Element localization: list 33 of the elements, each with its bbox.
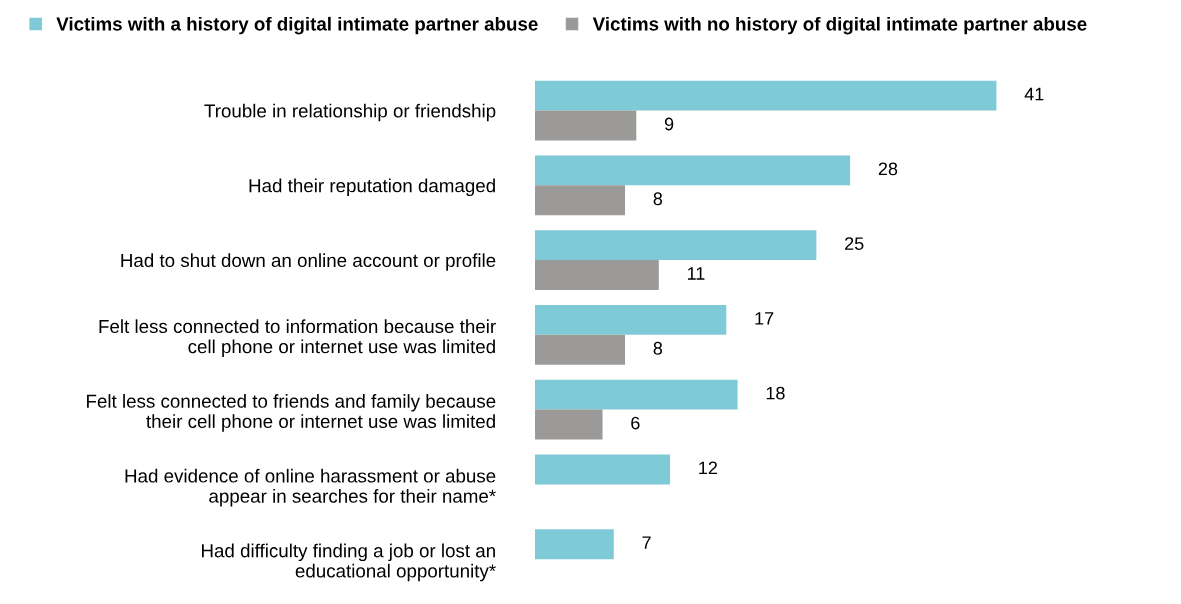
data-label: 41 — [1024, 87, 1044, 101]
bar — [535, 230, 817, 261]
bar — [535, 110, 637, 141]
y-tick-label: Trouble in relationship or friendship — [204, 103, 496, 122]
data-label: 25 — [845, 237, 864, 250]
data-label: 9 — [664, 117, 674, 131]
bar — [535, 260, 659, 290]
legend-label: Victims with no history of digital intimate partner abuse — [592, 16, 1087, 35]
data-label: 17 — [755, 312, 774, 325]
bar — [535, 379, 738, 410]
data-label: 18 — [766, 386, 785, 400]
y-tick-label: Had their reputation damaged — [249, 178, 495, 197]
bar — [535, 454, 671, 485]
y-tick-label: Had to shut down an online account or profile — [121, 253, 496, 271]
data-label: 7 — [642, 536, 651, 549]
data-label: 8 — [653, 341, 663, 355]
bar — [535, 155, 851, 186]
data-label: 11 — [687, 267, 705, 280]
bar — [535, 409, 603, 440]
bar — [535, 334, 626, 365]
bar — [535, 80, 997, 111]
data-label: 8 — [653, 192, 663, 206]
legend-label: Victims with a history of digital intimate partner abuse — [56, 16, 538, 35]
y-tick-label: Felt less connected to friends and family because their cell phone or internet use was limited — [87, 394, 496, 432]
y-tick-label: Felt less connected to information because their cell phone or internet use was limited — [99, 319, 496, 357]
bar — [535, 304, 727, 335]
bar — [535, 185, 626, 216]
y-tick-label: Had evidence of online harassment or abuse appear in searches for their name* — [125, 468, 496, 507]
data-label: 6 — [631, 416, 640, 430]
y-tick-label: Had difficulty finding a job or lost an educational opportunity* — [202, 543, 496, 582]
bar — [535, 529, 614, 560]
data-label: 28 — [878, 162, 898, 176]
data-label: 12 — [699, 461, 718, 475]
